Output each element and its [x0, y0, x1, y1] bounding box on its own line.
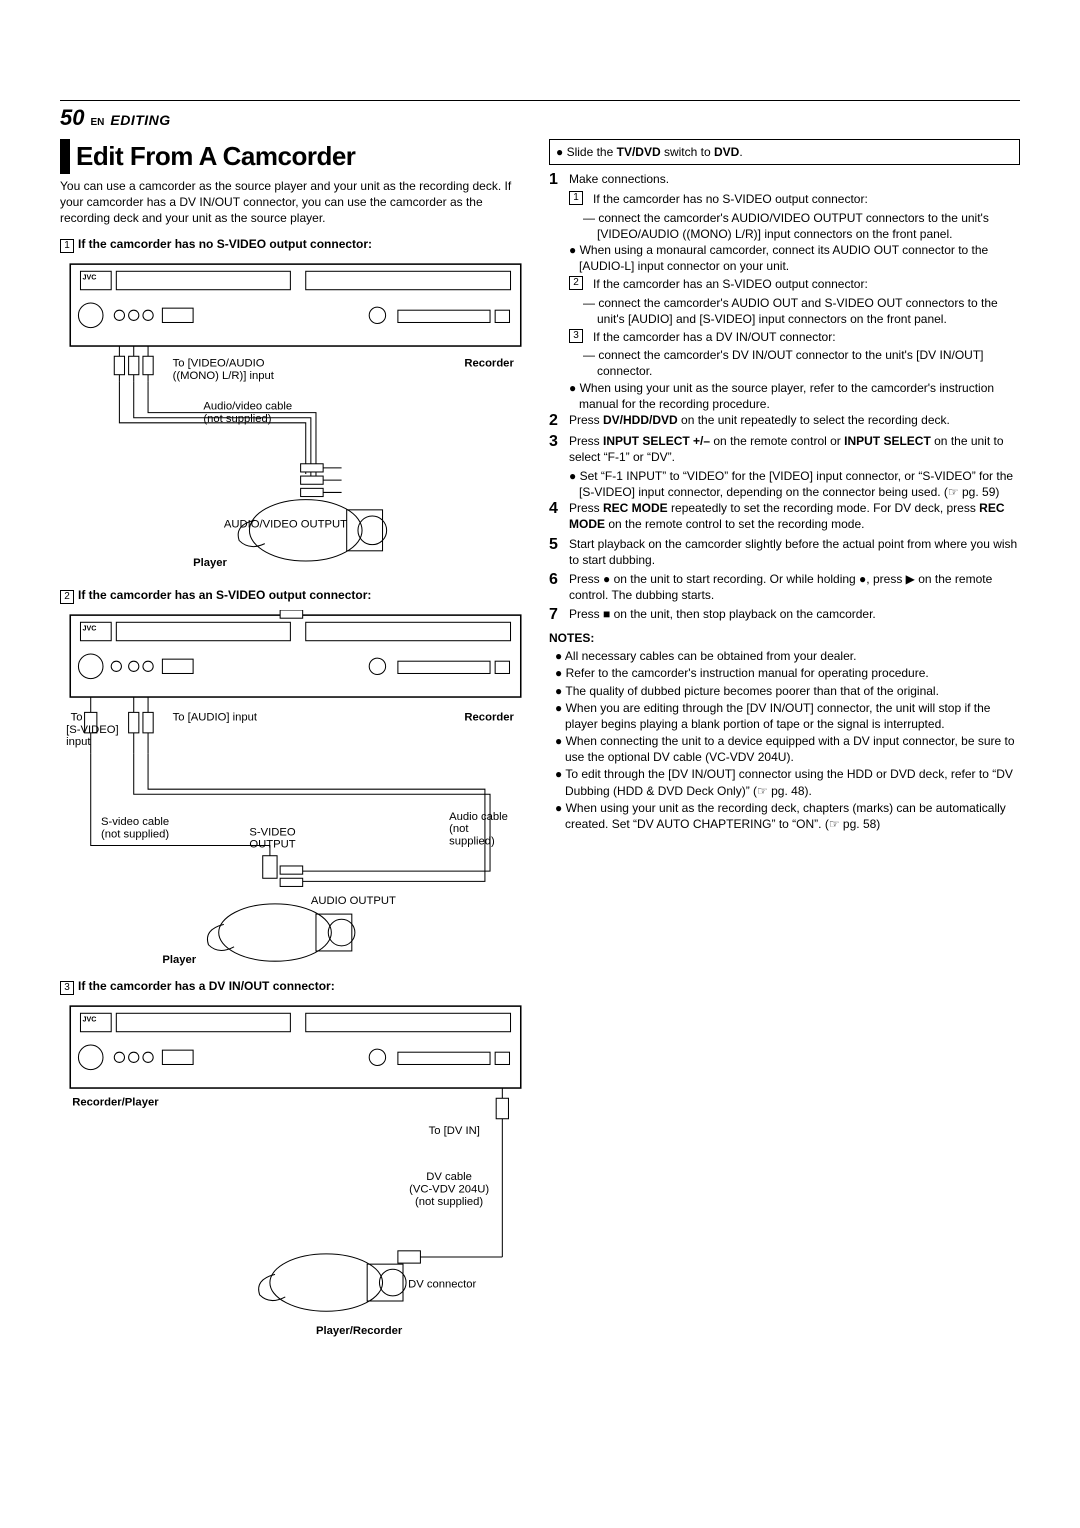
d1-to-label: To [VIDEO/AUDIO((MONO) L/R)] input: [173, 358, 275, 382]
step-6: 6 Press ● on the unit to start recording…: [549, 571, 1020, 603]
step-6-body: Press ● on the unit to start recording. …: [569, 571, 1020, 603]
switch-suffix: .: [739, 145, 742, 159]
step-4-num: 4: [549, 500, 563, 518]
step-6-num: 6: [549, 571, 563, 589]
step-1: 1 Make connections.: [549, 171, 1020, 189]
svg-text:S-video cable(not supplied): S-video cable(not supplied): [101, 816, 169, 840]
diagram1-svg: JVC To [VIDEO/AUDIO((MONO) L/R): [60, 259, 531, 576]
step-7: 7 Press ■ on the unit, then stop playbac…: [549, 606, 1020, 624]
substep-3-num: 3: [569, 329, 583, 343]
svg-text:To [DV IN]: To [DV IN]: [429, 1125, 480, 1137]
svg-text:Player: Player: [162, 954, 196, 966]
diagram3-svg: JVC Recorder/Player To [DV IN] DV cable(…: [60, 1001, 531, 1349]
switch-prefix: ● Slide the: [556, 145, 617, 159]
step-3-bullet: ● Set “F-1 INPUT” to “VIDEO” for the [VI…: [569, 468, 1020, 500]
page-title: Edit From A Camcorder: [76, 139, 355, 174]
substep-3-bullet: ● When using your unit as the source pla…: [569, 380, 1020, 412]
substep-1-dash: — connect the camcorder's AUDIO/VIDEO OU…: [583, 210, 1020, 242]
diagram2: JVC: [60, 610, 531, 968]
substep-1-head: If the camcorder has no S-VIDEO output c…: [593, 191, 868, 207]
step-1-num: 1: [549, 171, 563, 189]
diagram2-heading: 2 If the camcorder has an S-VIDEO output …: [60, 587, 531, 604]
page-header: 50 EN EDITING: [60, 100, 1020, 133]
svg-text:Player/Recorder: Player/Recorder: [316, 1325, 403, 1337]
svg-text:DV cable(VC-VDV 204U)(not supp: DV cable(VC-VDV 204U)(not supplied): [409, 1171, 489, 1208]
step-1-body: Make connections.: [569, 171, 1020, 187]
right-column: ● Slide the TV/DVD switch to DVD. 1 Make…: [549, 139, 1020, 1360]
note-item: ● When connecting the unit to a device e…: [555, 733, 1020, 765]
svg-text:JVC: JVC: [83, 274, 97, 282]
step-2-num: 2: [549, 412, 563, 430]
svg-text:JVC: JVC: [83, 1016, 97, 1024]
d1-output: AUDIO/VIDEO OUTPUT: [224, 519, 347, 531]
svg-text:JVC: JVC: [83, 624, 97, 632]
substep-2: 2 If the camcorder has an S-VIDEO output…: [569, 276, 1020, 292]
svg-text:S-VIDEOOUTPUT: S-VIDEOOUTPUT: [249, 826, 296, 850]
d1-player: Player: [193, 558, 227, 570]
step-4: 4 Press REC MODE repeatedly to set the r…: [549, 500, 1020, 532]
note-item: ● The quality of dubbed picture becomes …: [555, 683, 1020, 699]
step-3-num: 3: [549, 433, 563, 451]
substep-2-dash: — connect the camcorder's AUDIO OUT and …: [583, 295, 1020, 327]
step-4-body: Press REC MODE repeatedly to set the rec…: [569, 500, 1020, 532]
switch-instruction: ● Slide the TV/DVD switch to DVD.: [549, 139, 1020, 165]
boxed-number-2: 2: [60, 590, 74, 604]
note-item: ● When using your unit as the recording …: [555, 800, 1020, 832]
language-code: EN: [90, 116, 104, 130]
switch-dvd: DVD: [714, 145, 739, 159]
diagram2-svg: JVC: [60, 610, 531, 968]
substep-1-num: 1: [569, 191, 583, 205]
substep-2-num: 2: [569, 276, 583, 290]
diagram1-heading: 1 If the camcorder has no S-VIDEO output …: [60, 236, 531, 253]
svg-text:To [AUDIO] input: To [AUDIO] input: [173, 711, 258, 723]
diagram3: JVC Recorder/Player To [DV IN] DV cable(…: [60, 1001, 531, 1349]
diagram1-heading-text: If the camcorder has no S-VIDEO output c…: [78, 237, 372, 251]
switch-bold: TV/DVD: [617, 145, 661, 159]
substep-3-head: If the camcorder has a DV IN/OUT connect…: [593, 329, 836, 345]
substep-1-bullet: ● When using a monaural camcorder, conne…: [569, 242, 1020, 274]
boxed-number-3: 3: [60, 981, 74, 995]
step-2-body: Press DV/HDD/DVD on the unit repeatedly …: [569, 412, 1020, 428]
diagram1: JVC To [VIDEO/AUDIO((MONO) L/R): [60, 259, 531, 576]
note-item: ● All necessary cables can be obtained f…: [555, 648, 1020, 664]
substep-3-dash: — connect the camcorder's DV IN/OUT conn…: [583, 347, 1020, 379]
substep-2-head: If the camcorder has an S-VIDEO output c…: [593, 276, 868, 292]
diagram3-heading: 3 If the camcorder has a DV IN/OUT connec…: [60, 978, 531, 995]
diagram2-heading-text: If the camcorder has an S-VIDEO output c…: [78, 588, 371, 602]
switch-mid: switch to: [661, 145, 714, 159]
step-5-body: Start playback on the camcorder slightly…: [569, 536, 1020, 568]
page-number: 50: [60, 103, 84, 133]
section-title: EDITING: [110, 111, 170, 130]
d1-recorder: Recorder: [464, 358, 514, 370]
diagram3-heading-text: If the camcorder has a DV IN/OUT connect…: [78, 979, 335, 993]
step-7-body: Press ■ on the unit, then stop playback …: [569, 606, 1020, 622]
notes-list: ● All necessary cables can be obtained f…: [549, 648, 1020, 832]
step-3: 3 Press INPUT SELECT +/– on the remote c…: [549, 433, 1020, 465]
notes-heading: NOTES:: [549, 630, 1020, 646]
svg-text:Recorder: Recorder: [464, 711, 514, 723]
boxed-number-1: 1: [60, 239, 74, 253]
substep-3: 3 If the camcorder has a DV IN/OUT conne…: [569, 329, 1020, 345]
svg-text:DV connector: DV connector: [408, 1279, 476, 1291]
svg-text:AUDIO OUTPUT: AUDIO OUTPUT: [311, 895, 396, 907]
step-5: 5 Start playback on the camcorder slight…: [549, 536, 1020, 568]
note-item: ● To edit through the [DV IN/OUT] connec…: [555, 766, 1020, 798]
svg-text:Audio cable(notsupplied): Audio cable(notsupplied): [449, 811, 508, 848]
left-column: Edit From A Camcorder You can use a camc…: [60, 139, 531, 1360]
step-7-num: 7: [549, 606, 563, 624]
svg-text:Recorder/Player: Recorder/Player: [72, 1097, 159, 1109]
title-bar: Edit From A Camcorder: [60, 139, 531, 174]
intro-text: You can use a camcorder as the source pl…: [60, 178, 531, 227]
step-5-num: 5: [549, 536, 563, 554]
title-accent: [60, 139, 70, 174]
note-item: ● Refer to the camcorder's instruction m…: [555, 665, 1020, 681]
note-item: ● When you are editing through the [DV I…: [555, 700, 1020, 732]
substep-1: 1 If the camcorder has no S-VIDEO output…: [569, 191, 1020, 207]
step-3-body: Press INPUT SELECT +/– on the remote con…: [569, 433, 1020, 465]
step-2: 2 Press DV/HDD/DVD on the unit repeatedl…: [549, 412, 1020, 430]
